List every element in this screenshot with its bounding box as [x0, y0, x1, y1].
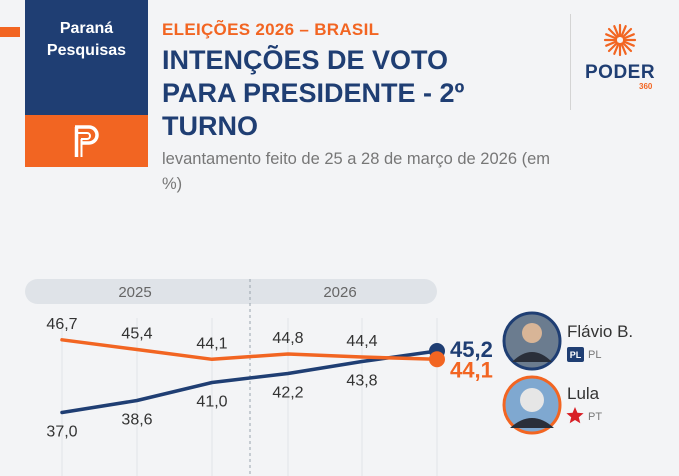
publisher-number: 360 — [639, 82, 653, 91]
data-label: 41,0 — [196, 394, 227, 411]
data-label: 44,4 — [346, 333, 377, 350]
period-band — [25, 279, 437, 304]
avatar-suit — [510, 418, 554, 428]
accent-bar — [0, 27, 20, 37]
data-label: 45,4 — [121, 326, 152, 343]
publisher-name: PODER — [585, 62, 656, 83]
subtitle: levantamento feito de 25 a 28 de março d… — [162, 150, 550, 193]
party-label-pt: PT — [588, 411, 603, 423]
series-line-flavio — [60, 349, 439, 415]
avatar-suit — [512, 352, 552, 362]
candidate-name-flavio: Flávio B. — [567, 322, 634, 341]
data-label-final: 45,2 — [450, 337, 493, 362]
sunburst-icon — [603, 23, 637, 57]
pt-star-icon — [566, 407, 584, 424]
divider — [570, 14, 571, 110]
party-label-pl: PL — [588, 349, 602, 361]
page-title: INTENÇÕES DE VOTO PARA PRESIDENTE - 2º T… — [162, 45, 465, 141]
data-label: 44,1 — [196, 335, 227, 352]
series-end-marker — [429, 351, 445, 368]
series-line-lula — [60, 338, 439, 362]
kicker: ELEIÇÕES 2026 – BRASIL — [162, 20, 380, 39]
period-label: 2026 — [323, 284, 356, 301]
data-label: 42,2 — [272, 385, 303, 402]
data-label-final: 44,1 — [450, 357, 493, 382]
data-label: 37,0 — [46, 424, 77, 441]
pollster-name-box: Paraná Pesquisas — [25, 0, 148, 115]
data-label: 46,7 — [46, 316, 77, 333]
data-label: 38,6 — [121, 412, 152, 429]
period-label: 2025 — [118, 284, 151, 301]
avatar-face — [522, 323, 542, 343]
pollster-logo-box — [25, 115, 148, 167]
avatar-face — [520, 388, 544, 412]
data-label: 43,8 — [346, 373, 377, 390]
header: ELEIÇÕES 2026 – BRASIL INTENÇÕES DE VOTO… — [162, 20, 562, 197]
pollster-brand: Paraná Pesquisas — [25, 0, 148, 167]
candidate-name-lula: Lula — [567, 384, 600, 403]
pl-party-icon-text: PL — [570, 350, 582, 360]
data-label: 44,8 — [272, 330, 303, 347]
pollster-logo-icon — [74, 125, 99, 157]
pollster-name: Paraná Pesquisas — [46, 20, 127, 59]
pl-party-icon — [567, 347, 584, 362]
